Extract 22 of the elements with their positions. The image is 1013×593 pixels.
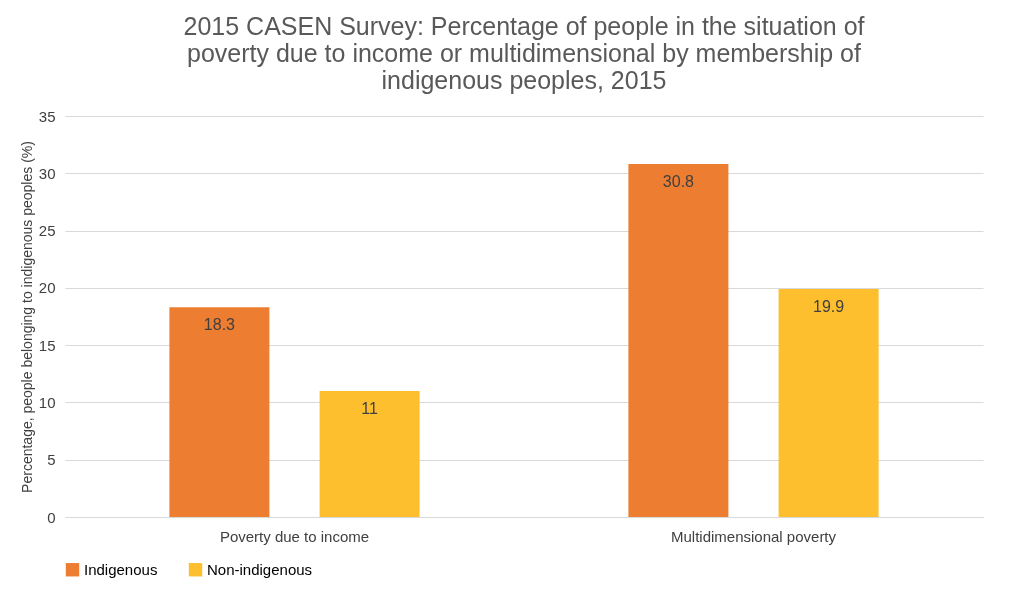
y-tick-label: 15 (38, 336, 56, 354)
y-axis-title: Percentage, people belonging to indigenous peoples (%) (18, 141, 35, 493)
bar (319, 390, 420, 517)
data-label: 30.8 (662, 173, 695, 191)
data-label: 19.9 (813, 298, 845, 315)
y-tick-label: 5 (47, 451, 56, 469)
y-tick-label: 20 (38, 279, 56, 297)
x-tick-label: Poverty due to income (219, 527, 370, 545)
y-tick-label: 25 (38, 222, 56, 240)
y-tick-label: 30 (38, 164, 56, 182)
y-tick-label: 10 (38, 393, 56, 411)
x-tick-label: Multidimensional poverty (670, 527, 837, 545)
bar (628, 164, 729, 517)
legend-label: Indigenous (84, 560, 158, 578)
data-label: 11 (361, 399, 379, 417)
data-label: 18.3 (203, 316, 236, 334)
bar (778, 289, 879, 517)
bar (169, 307, 270, 517)
y-tick-label: 0 (47, 508, 56, 526)
chart-title: 2015 CASEN Survey: Percentage of people in the situation of poverty due to income or multidimensional by membership of indigenous peoples, 2015 (183, 12, 865, 94)
legend-label: Non-indigenous (207, 560, 313, 578)
y-tick-label: 35 (38, 107, 56, 125)
